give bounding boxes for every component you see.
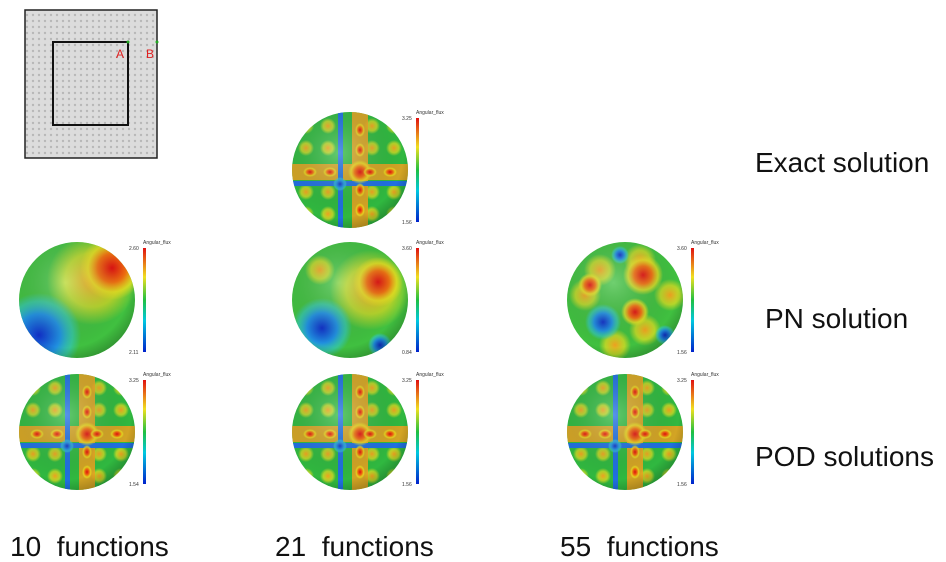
sphere [19,242,135,358]
sphere [292,112,408,228]
colorbar-max: 3.25 [402,116,412,122]
colorbar-title: Angular_flux [143,372,171,378]
colorbar-min: 0.84 [402,350,412,356]
column-label: 10 functions [10,531,169,562]
sphere [292,242,408,358]
colorbar-max: 2.60 [129,246,139,252]
colorbar-min: 1.56 [677,350,687,356]
colorbar-max: 3.60 [677,246,687,252]
colorbar [691,248,694,352]
colorbar-max: 3.25 [677,378,687,384]
point [126,40,130,44]
sphere [567,242,683,358]
sphere-shade [567,374,683,490]
colorbar-title: Angular_flux [691,372,719,378]
sphere-shade [19,374,135,490]
domain [24,9,158,159]
colorbar [691,380,694,484]
sphere-shade [567,242,683,358]
colorbar [143,248,146,352]
colorbar-min: 1.54 [129,482,139,488]
sphere [292,374,408,490]
inner-square [52,41,129,126]
colorbar-min: 1.56 [402,482,412,488]
sphere-shade [292,374,408,490]
row-label: PN solution [765,303,908,334]
colorbar-max: 3.25 [402,378,412,384]
colorbar [416,380,419,484]
colorbar-min: 2.11 [129,350,139,356]
point [155,40,159,44]
sphere [19,374,135,490]
sphere-shade [292,242,408,358]
column-label: 55 functions [560,531,719,562]
column-label: 21 functions [275,531,434,562]
colorbar-min: 1.56 [402,220,412,226]
point-label: B [146,47,154,61]
row-label: POD solutions [755,441,934,472]
sphere [567,374,683,490]
sphere-shade [19,242,135,358]
colorbar-min: 1.56 [677,482,687,488]
colorbar-title: Angular_flux [143,240,171,246]
sphere-shade [292,112,408,228]
colorbar-max: 3.25 [129,378,139,384]
inset: A B [24,9,159,159]
colorbar [416,248,419,352]
colorbar-title: Angular_flux [691,240,719,246]
colorbar [143,380,146,484]
colorbar-title: Angular_flux [416,372,444,378]
point-label: A [116,47,124,61]
colorbar-title: Angular_flux [416,240,444,246]
colorbar-title: Angular_flux [416,110,444,116]
colorbar [416,118,419,222]
colorbar-max: 3.60 [402,246,412,252]
row-label: Exact solution [755,147,929,178]
